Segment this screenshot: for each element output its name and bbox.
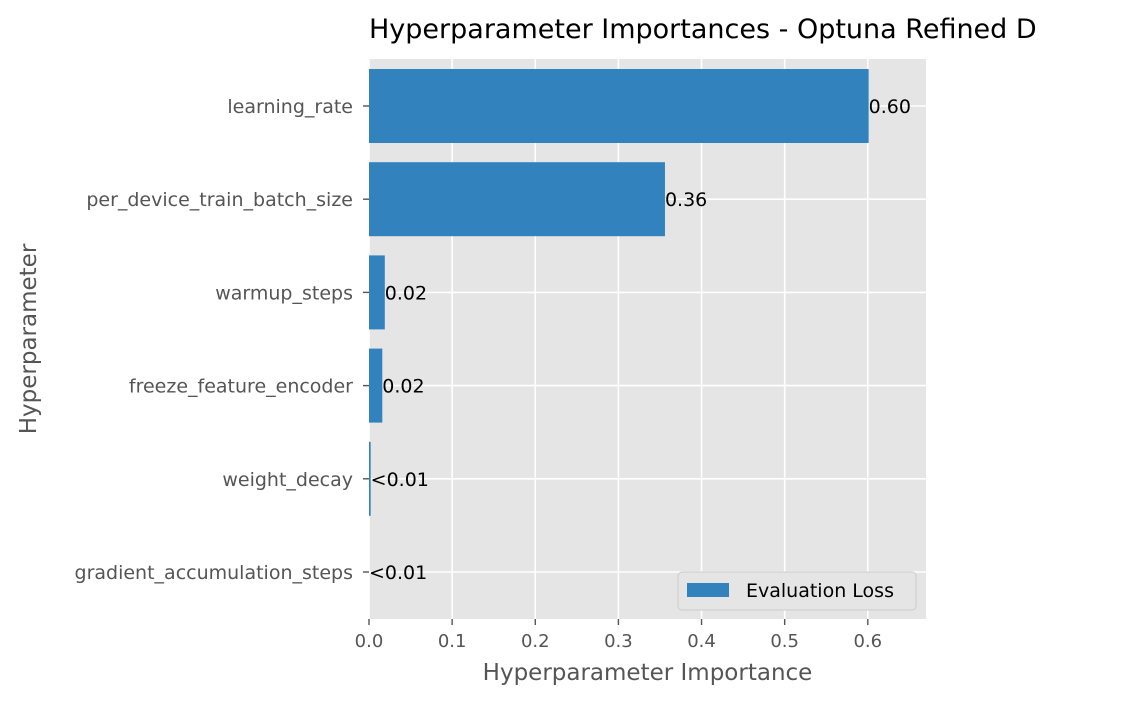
bars: [369, 69, 869, 516]
bar-value-label: 0.02: [382, 376, 424, 398]
y-tick-label: freeze_feature_encoder: [129, 376, 353, 398]
bar: [369, 348, 383, 423]
y-tick-label: gradient_accumulation_steps: [75, 562, 353, 584]
bar: [369, 69, 869, 143]
plot-area: [369, 59, 926, 619]
legend: Evaluation Loss: [677, 571, 917, 611]
x-tick-label: 0.4: [687, 631, 716, 652]
bar-value-label: 0.02: [385, 282, 427, 304]
x-tick-label: 0.1: [438, 631, 467, 652]
x-axis-ticks: 0.0 0.1 0.2 0.3 0.4 0.5 0.6: [355, 619, 882, 652]
bar-value-label: 0.36: [665, 189, 707, 211]
bar-value-labels: 0.60 0.36 0.02 0.02 <0.01 <0.01: [369, 96, 911, 584]
y-axis-ticks: learning_rate per_device_train_batch_size…: [75, 96, 369, 584]
bar-value-label: 0.60: [869, 96, 911, 118]
x-axis-label: Hyperparameter Importance: [483, 660, 813, 686]
bar: [369, 162, 665, 237]
bar: [369, 255, 385, 330]
bar: [369, 441, 371, 516]
y-tick-label: weight_decay: [222, 469, 353, 491]
bar-value-label: <0.01: [371, 469, 429, 491]
bar-value-label: <0.01: [369, 562, 427, 584]
chart-title: Hyperparameter Importances - Optuna Refi…: [369, 14, 1037, 45]
y-tick-label: learning_rate: [227, 96, 353, 118]
x-tick-label: 0.0: [355, 631, 384, 652]
legend-label: Evaluation Loss: [746, 580, 894, 602]
x-tick-label: 0.2: [521, 631, 550, 652]
legend-box: [677, 571, 917, 611]
x-tick-label: 0.3: [604, 631, 633, 652]
y-tick-label: warmup_steps: [215, 282, 353, 304]
legend-swatch: [687, 583, 729, 597]
x-tick-label: 0.5: [770, 631, 799, 652]
y-tick-label: per_device_train_batch_size: [86, 189, 353, 211]
x-tick-label: 0.6: [853, 631, 882, 652]
y-axis-label: Hyperparameter: [16, 243, 42, 434]
